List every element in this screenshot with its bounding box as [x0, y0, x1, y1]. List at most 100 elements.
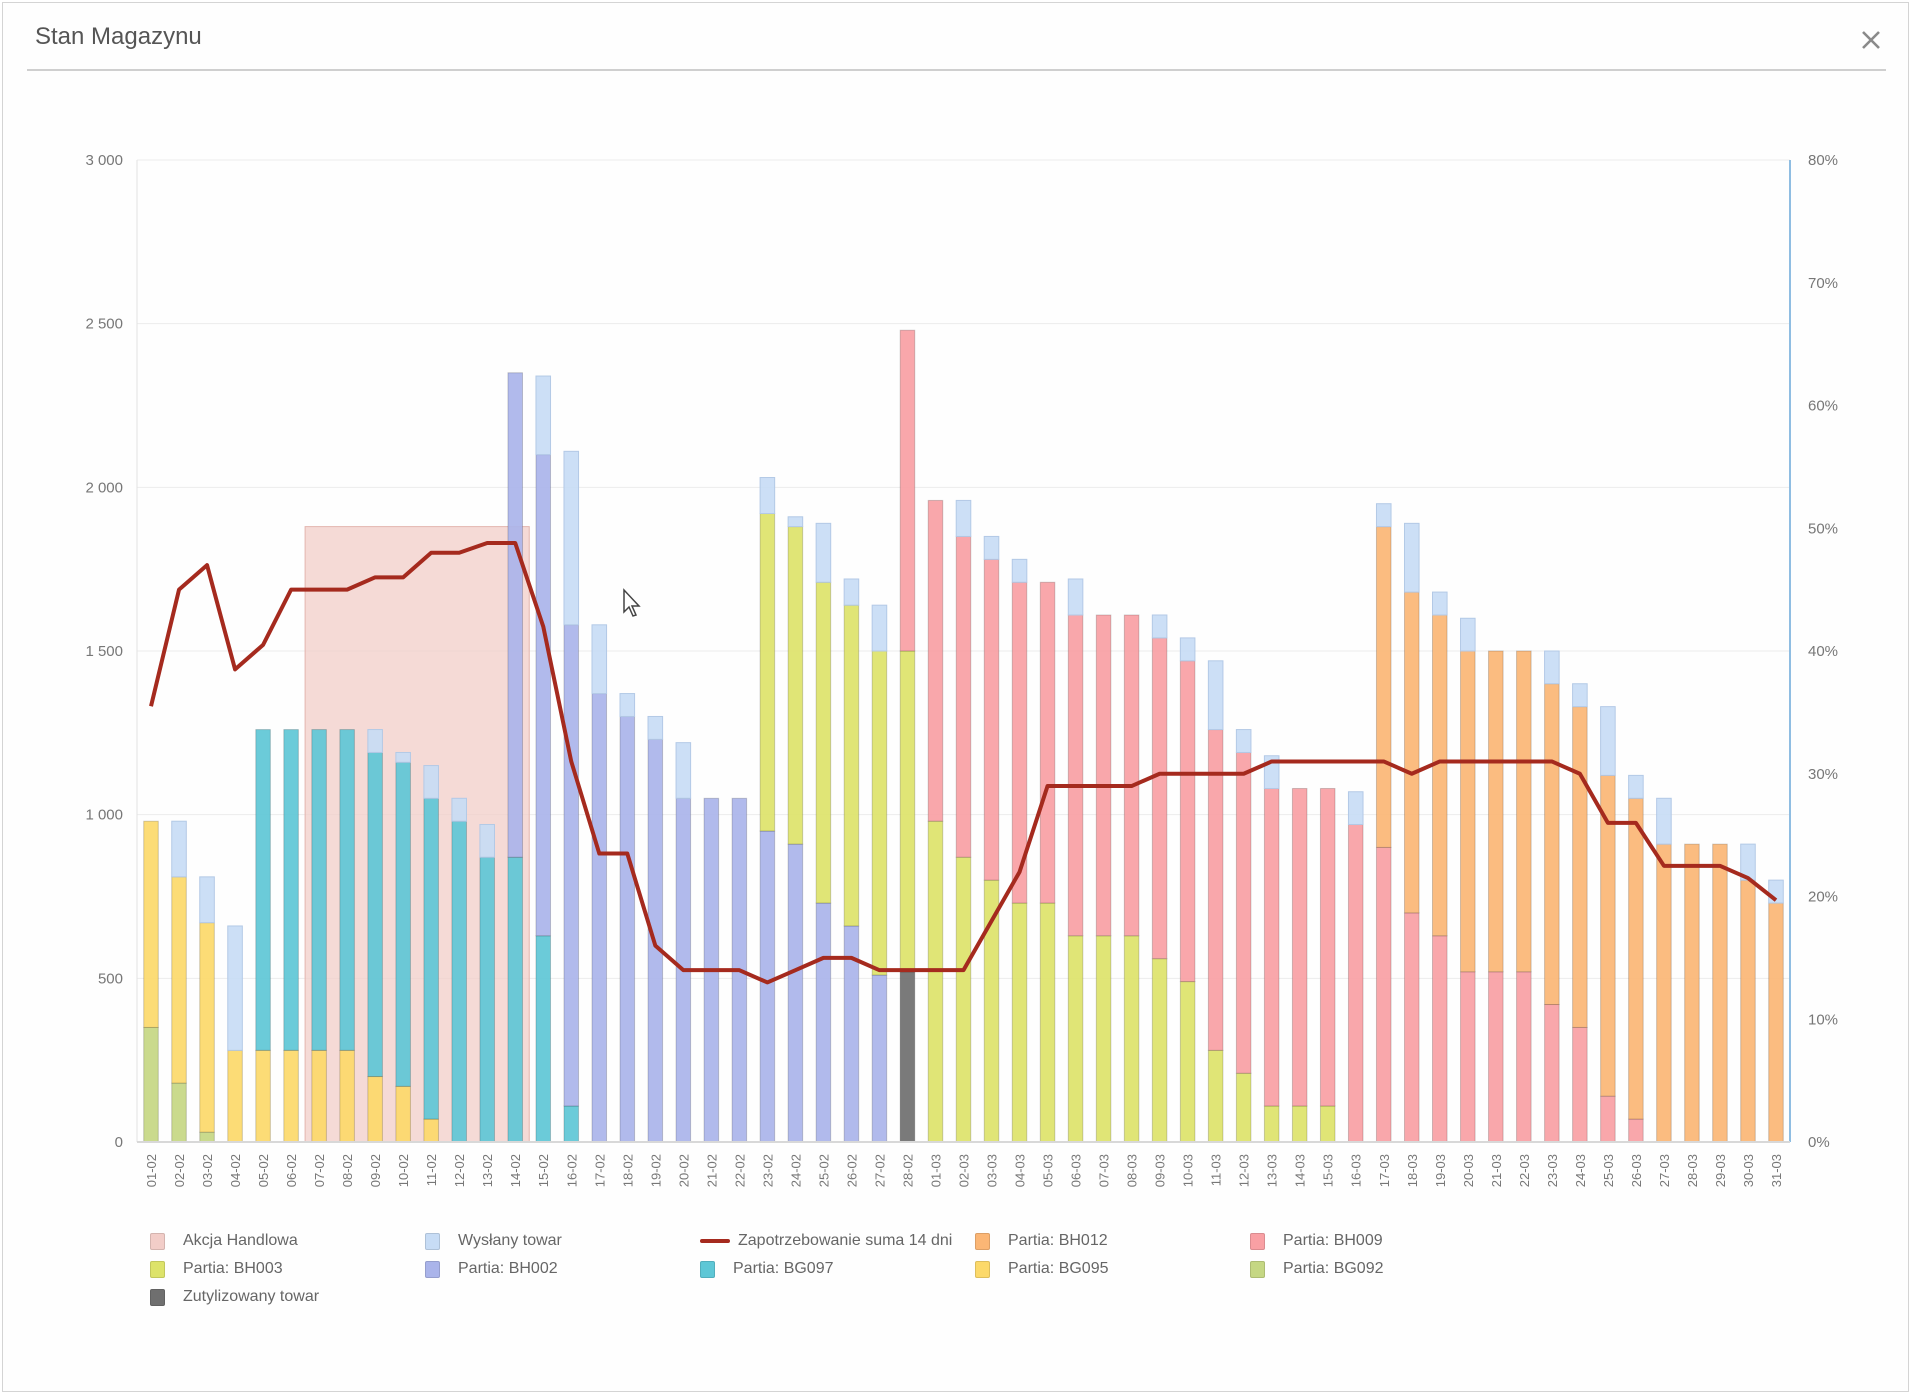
bar-segment-wyslany [647, 715, 664, 740]
bar-segment-BH012 [1460, 650, 1476, 973]
bar-segment-BG097 [339, 729, 355, 1051]
y-left-tick-label: 3 000 [85, 152, 123, 169]
legend-item[interactable]: Zapotrzebowanie suma 14 dni [700, 1232, 952, 1250]
bar-segment-BG095 [339, 1049, 355, 1143]
bar-segment-BG095 [255, 1049, 271, 1143]
legend-swatch [150, 1260, 165, 1278]
bar-segment-BH009 [1488, 971, 1504, 1143]
bar-segment-BH012 [1516, 650, 1532, 973]
x-tick-label: 10-02 [396, 1154, 411, 1187]
bar-segment-wyslany [619, 693, 636, 717]
y-right-tick-label: 70% [1808, 275, 1838, 292]
x-tick-label: 31-03 [1769, 1154, 1784, 1187]
bar-segment-BG097 [507, 856, 524, 1143]
close-button[interactable] [1856, 25, 1886, 55]
x-tick-label: 06-02 [284, 1154, 299, 1187]
legend-swatch [975, 1260, 990, 1278]
x-tick-label: 01-02 [144, 1154, 159, 1187]
legend-item[interactable]: Partia: BH003 [150, 1260, 283, 1278]
x-tick-label: 22-03 [1517, 1154, 1532, 1187]
x-tick-label: 02-02 [172, 1154, 187, 1187]
bar-segment-BG095 [143, 820, 159, 1028]
y-right-tick-label: 20% [1808, 889, 1838, 906]
bar-segment-wyslany [395, 751, 411, 763]
x-tick-label: 06-03 [1069, 1154, 1084, 1187]
legend-label: Partia: BH009 [1283, 1232, 1383, 1249]
bar-segment-wyslany [171, 820, 187, 878]
bar-segment-BH003 [927, 820, 944, 1143]
x-tick-label: 30-03 [1741, 1154, 1756, 1187]
bar-segment-wyslany [1235, 729, 1252, 753]
y-left-tick-label: 2 500 [85, 316, 123, 333]
bar-segment-wyslany [1460, 617, 1476, 652]
legend-item[interactable]: Partia: BG097 [700, 1260, 834, 1278]
x-tick-label: 29-03 [1713, 1154, 1728, 1187]
bar-segment-BH009 [1123, 614, 1140, 937]
x-tick-label: 11-03 [1209, 1154, 1224, 1186]
legend-item[interactable]: Partia: BH009 [1250, 1232, 1383, 1250]
bar-segment-wyslany [1600, 706, 1616, 776]
bar-segment-wyslany [983, 535, 1000, 560]
x-tick-label: 21-02 [704, 1154, 719, 1187]
x-tick-label: 20-03 [1461, 1154, 1476, 1187]
bar-segment-BH003 [1039, 902, 1056, 1143]
bar-segment-BH003 [1207, 1049, 1224, 1143]
bar-segment-wyslany [1544, 650, 1560, 685]
y-left-tick-label: 1 500 [85, 643, 123, 660]
legend-label: Partia: BG095 [1008, 1260, 1109, 1277]
x-tick-label: 04-03 [1013, 1154, 1028, 1187]
legend-item[interactable]: Partia: BG092 [1250, 1260, 1384, 1278]
x-tick-label: 13-03 [1265, 1154, 1280, 1187]
y-left-tick-label: 0 [115, 1134, 123, 1151]
legend-swatch [700, 1260, 715, 1278]
legend-item[interactable]: Partia: BG095 [975, 1260, 1109, 1278]
x-tick-label: 15-03 [1321, 1154, 1336, 1187]
bar-segment-BG095 [283, 1049, 299, 1143]
bar-segment-wyslany [815, 522, 832, 583]
bar-segment-BH012 [1684, 843, 1700, 1143]
bar-segment-wyslany [1151, 614, 1168, 639]
bar-segment-BH003 [1151, 958, 1168, 1143]
legend-swatch [425, 1232, 440, 1250]
bar-segment-BG092 [199, 1131, 215, 1143]
bar-segment-wyslany [955, 499, 972, 537]
legend-label: Partia: BH002 [458, 1260, 558, 1277]
legend-item[interactable]: Zutylizowany towar [150, 1288, 319, 1306]
y-right-tick-label: 30% [1808, 766, 1838, 783]
bar-segment-BH002 [759, 830, 776, 1143]
bar-segment-BH002 [787, 843, 804, 1143]
x-tick-label: 27-03 [1657, 1154, 1672, 1187]
bar-segment-BH003 [1179, 981, 1196, 1143]
bars [143, 329, 1784, 1143]
bar-segment-BH009 [1544, 1004, 1560, 1143]
x-tick-label: 11-02 [424, 1154, 439, 1186]
bar-segment-BH009 [1039, 581, 1056, 904]
bar-segment-BH003 [1319, 1105, 1336, 1143]
legend-item[interactable]: Wysłany towar [425, 1232, 562, 1250]
legend-item[interactable]: Partia: BH012 [975, 1232, 1108, 1250]
bar-segment-BH012 [1628, 797, 1644, 1120]
x-tick-label: 26-03 [1629, 1154, 1644, 1187]
bar-segment-wyslany [1011, 558, 1028, 583]
x-tick-label: 28-02 [900, 1154, 915, 1187]
x-tick-label: 14-02 [508, 1154, 523, 1187]
bar-segment-wyslany [367, 729, 383, 753]
bar-segment-BH009 [1095, 614, 1112, 937]
bar-segment-BH009 [1263, 787, 1280, 1107]
bar-segment-wyslany [787, 516, 804, 528]
legend-item[interactable]: Partia: BH002 [425, 1260, 558, 1278]
bar-segment-wyslany [591, 624, 608, 695]
legend-swatch [975, 1232, 990, 1250]
close-icon [1862, 31, 1880, 49]
bar-segment-BG095 [199, 922, 215, 1133]
bar-segment-BH003 [1123, 935, 1140, 1143]
x-tick-label: 21-03 [1489, 1154, 1504, 1187]
bar-segment-BG097 [535, 935, 552, 1143]
bar-segment-wyslany [843, 578, 860, 606]
bar-segment-BG097 [479, 856, 495, 1143]
bar-segment-BH009 [1432, 935, 1448, 1143]
bar-segment-BH002 [507, 372, 524, 858]
legend-item[interactable]: Akcja Handlowa [150, 1232, 298, 1250]
x-tick-label: 03-03 [985, 1154, 1000, 1187]
y-right-tick-label: 80% [1808, 152, 1838, 169]
